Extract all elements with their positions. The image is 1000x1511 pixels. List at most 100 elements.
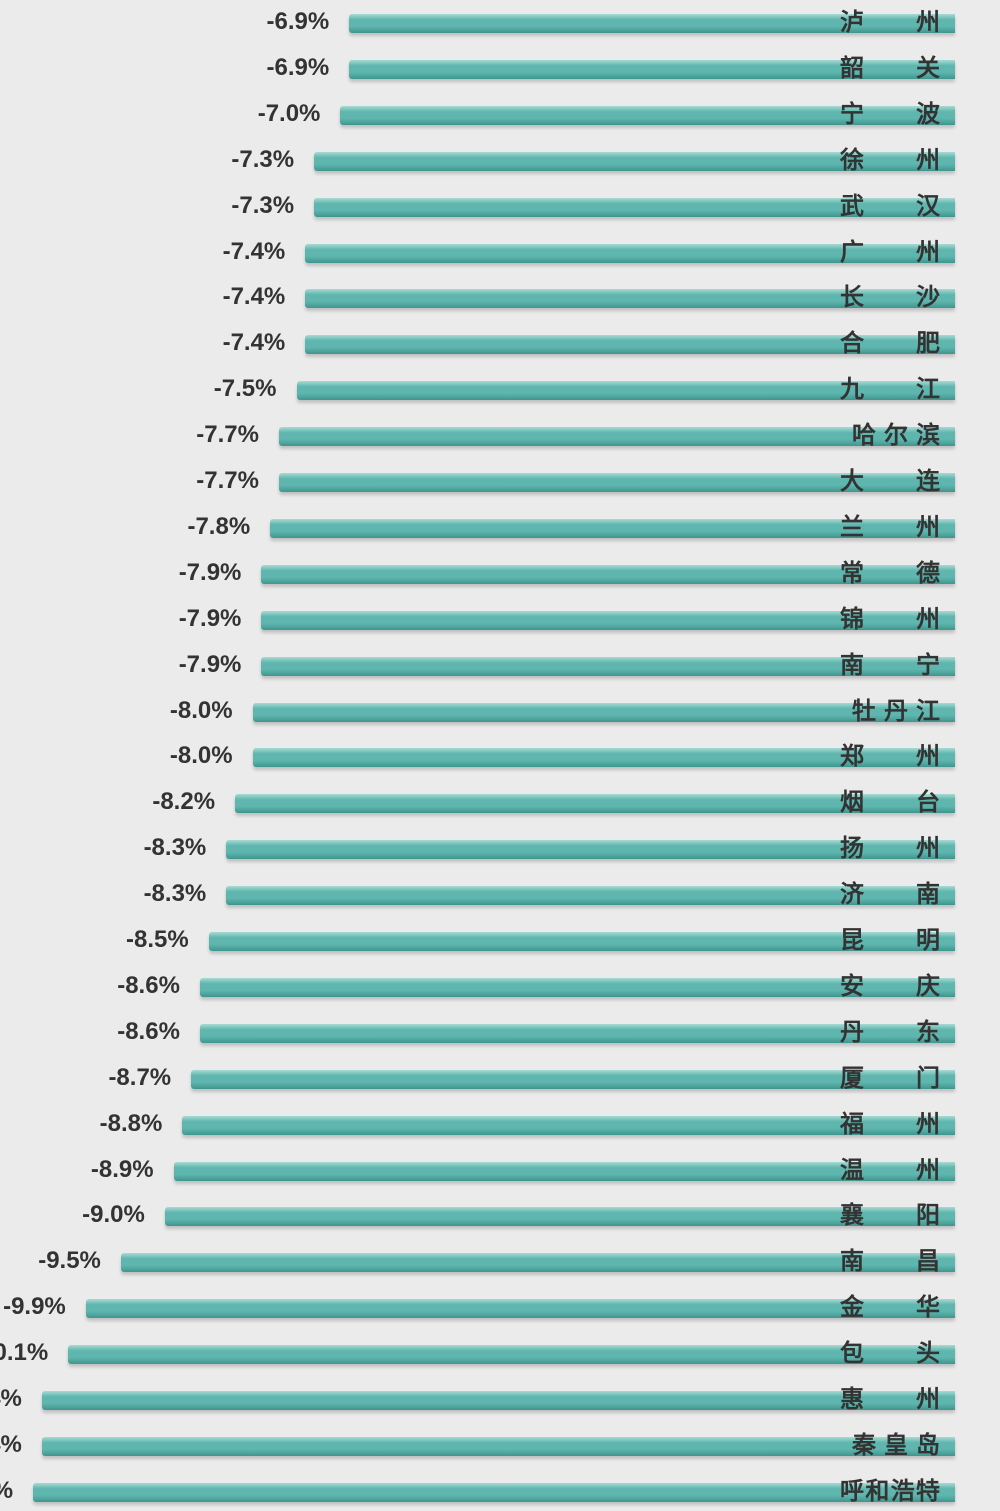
bar	[252, 702, 955, 722]
bar-value-label: -7.9%	[178, 650, 242, 678]
bar-category-label: 呼和浩特	[840, 1476, 940, 1505]
bar-category-label: 惠州	[840, 1385, 940, 1413]
bar-value-label: -7.8%	[187, 512, 251, 540]
bar	[182, 1115, 955, 1135]
bar-category-label: 长沙	[840, 283, 940, 312]
bar-category-label: 扬州	[840, 834, 940, 863]
bar	[261, 610, 955, 630]
bar-value-label: -9.9%	[3, 1293, 66, 1321]
bar	[164, 1207, 955, 1227]
bar	[252, 748, 955, 768]
bar-category-label: 安庆	[840, 971, 940, 1000]
bar-category-label: 郑州	[840, 742, 940, 771]
bar-value-label: -7.5%	[213, 375, 277, 403]
bar-value-label: -7.9%	[178, 558, 242, 586]
bar-category-label: 泸州	[840, 8, 940, 36]
bar-category-label: 济南	[840, 880, 940, 909]
bar	[226, 840, 955, 860]
bar-category-label: 秦皇岛	[852, 1430, 940, 1459]
bar	[314, 197, 955, 217]
bar-value-label: -7.4%	[222, 329, 286, 357]
bar	[173, 1161, 955, 1181]
bar-value-label: -7.0%	[257, 99, 321, 127]
bar	[235, 794, 955, 814]
bar-category-label: 丹东	[840, 1017, 940, 1046]
bar-category-label: 南昌	[840, 1247, 940, 1276]
bar	[41, 1391, 955, 1410]
bar-value-label: -7.3%	[231, 145, 295, 173]
bar-category-label: 金华	[840, 1293, 940, 1322]
bar-value-label: -7.3%	[231, 191, 295, 219]
bar-category-label: 徐州	[840, 145, 940, 174]
bar-category-label: 牡丹江	[852, 696, 940, 725]
bar-value-label: -8.8%	[99, 1109, 163, 1137]
bar-category-label: 常德	[840, 558, 940, 587]
bar-value-label: -9.0%	[82, 1201, 145, 1229]
bar-category-label: 兰州	[840, 512, 940, 541]
bar-value-label: -8.0%	[169, 696, 233, 724]
bar-value-label: -8.6%	[117, 971, 180, 999]
bar	[199, 1023, 955, 1043]
bar	[349, 14, 955, 33]
bar-category-label: 烟台	[840, 788, 940, 817]
bar-value-label: -7.4%	[222, 283, 286, 311]
bar-category-label: 大连	[840, 467, 940, 495]
bar-value-label: -6.9%	[266, 8, 330, 35]
bar-category-label: 合肥	[840, 329, 940, 358]
bar-value-label: -10.4%	[0, 1385, 22, 1412]
bar-value-label: -7.9%	[178, 604, 242, 632]
bar-value-label: -8.3%	[143, 834, 207, 862]
bar-category-label: 武汉	[840, 191, 940, 220]
bar-category-label: 南宁	[840, 650, 940, 679]
bar	[191, 1069, 955, 1089]
bar-value-label: -8.9%	[90, 1155, 154, 1183]
bar-category-label: 韶关	[840, 53, 940, 82]
bar	[199, 977, 955, 997]
bar	[340, 105, 955, 125]
bar-value-label: -8.3%	[143, 880, 207, 908]
bar-value-label: -7.4%	[222, 237, 286, 265]
bar-value-label: -7.7%	[196, 421, 259, 449]
bar-category-label: 宁波	[840, 99, 940, 128]
bar-category-label: 襄阳	[840, 1201, 940, 1230]
bar-category-label: 温州	[840, 1155, 940, 1184]
bar	[261, 564, 955, 584]
bar-category-label: 厦门	[840, 1063, 940, 1092]
bar	[68, 1345, 955, 1365]
bar	[305, 243, 955, 263]
bar-category-label: 福州	[840, 1109, 940, 1138]
bar	[41, 1436, 955, 1456]
bar-category-label: 包头	[840, 1339, 940, 1368]
bar	[296, 381, 955, 401]
bar-value-label: -8.2%	[152, 788, 216, 816]
bar-value-label: -8.7%	[108, 1063, 172, 1091]
bar-category-label: 广州	[840, 237, 940, 266]
bar	[208, 932, 955, 951]
bar	[226, 886, 955, 906]
bar-value-label: -8.5%	[126, 926, 189, 953]
bar	[349, 59, 955, 79]
bar-value-label: -8.0%	[169, 742, 233, 770]
bar-category-label: 哈尔滨	[852, 421, 940, 450]
bar	[305, 289, 955, 309]
bar	[33, 1482, 955, 1502]
bar-category-label: 九江	[840, 375, 940, 404]
bar-value-label: -10.1%	[0, 1339, 49, 1367]
bar	[305, 335, 955, 355]
bar-category-label: 锦州	[840, 604, 940, 633]
bar-value-label: -9.5%	[38, 1247, 101, 1275]
bar-value-label: -7.7%	[196, 467, 259, 494]
bar-category-label: 昆明	[840, 926, 940, 954]
bar-value-label: -6.9%	[266, 53, 330, 81]
bar	[278, 473, 955, 492]
bar-value-label: -10.5%	[0, 1477, 13, 1504]
bar	[85, 1299, 955, 1319]
bar-value-label: -8.6%	[117, 1017, 180, 1045]
bar	[278, 427, 955, 447]
bar	[270, 518, 955, 538]
bar	[314, 151, 955, 171]
bar-value-label: -10.4%	[0, 1430, 22, 1458]
bar	[261, 656, 955, 676]
bar	[120, 1253, 955, 1273]
